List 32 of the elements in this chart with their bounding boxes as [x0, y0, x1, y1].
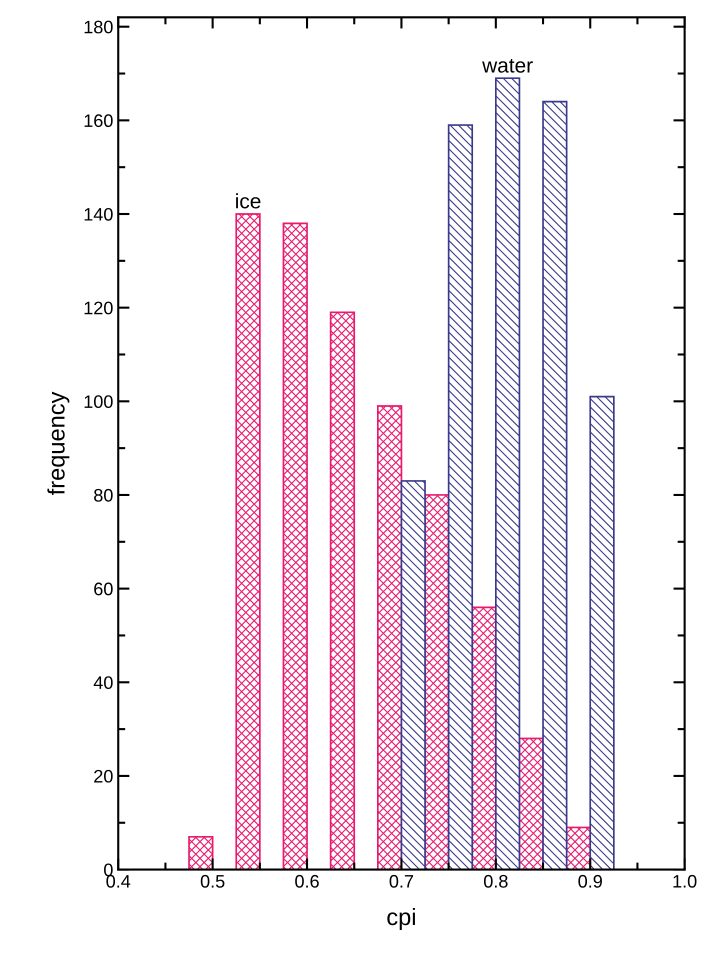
y-tick-label: 60 — [94, 582, 113, 596]
x-tick-label: 0.6 — [295, 874, 319, 888]
x-tick-label: 1.0 — [673, 874, 696, 888]
y-axis-title: frequency — [47, 392, 70, 495]
y-tick-label: 160 — [84, 114, 113, 128]
x-tick-label: 0.8 — [484, 874, 508, 888]
x-tick-label: 0.9 — [578, 874, 602, 888]
bar — [448, 124, 474, 870]
y-tick-label: 40 — [94, 676, 113, 689]
x-axis-title: cpi — [387, 908, 415, 930]
bar — [235, 213, 261, 870]
bar — [330, 312, 356, 870]
y-tick-label: 180 — [84, 20, 113, 34]
annotation: ice — [236, 193, 260, 208]
annotation: water — [482, 59, 533, 73]
y-tick-label: 120 — [84, 302, 113, 314]
bar — [495, 77, 520, 870]
bar — [377, 405, 402, 870]
x-tick-label: 0.4 — [106, 874, 130, 888]
x-tick-label: 0.5 — [200, 874, 224, 888]
y-tick-label: 80 — [94, 488, 113, 502]
y-tick-label: 100 — [84, 395, 113, 408]
y-tick-label: 20 — [94, 770, 113, 783]
y-tick-label: 0 — [104, 864, 113, 876]
bar — [188, 836, 214, 870]
bar — [282, 222, 308, 870]
bar — [589, 396, 615, 870]
bar — [471, 606, 497, 870]
bar — [542, 100, 568, 870]
x-tick-label: 0.7 — [390, 874, 414, 888]
y-tick-label: 140 — [84, 208, 113, 221]
bar — [400, 480, 426, 870]
